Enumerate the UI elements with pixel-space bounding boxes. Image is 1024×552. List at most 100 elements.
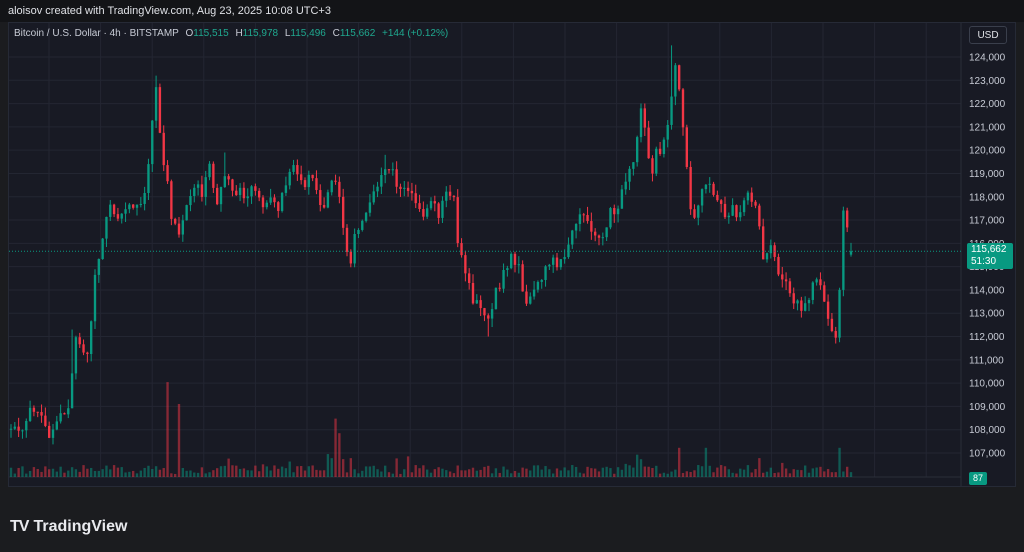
- candle-body: [21, 430, 24, 432]
- volume-bar: [185, 470, 188, 477]
- volume-bar: [750, 472, 753, 477]
- candle-body: [563, 257, 566, 260]
- volume-bar: [147, 465, 150, 477]
- candle-body: [17, 426, 20, 431]
- volume-bar: [28, 470, 32, 477]
- volume-bar: [803, 465, 807, 477]
- candle-body: [406, 187, 410, 191]
- y-tick-label: 118,000: [969, 192, 1005, 203]
- candle-body: [181, 220, 185, 235]
- volume-bar: [593, 468, 597, 477]
- volume-bar: [235, 465, 238, 477]
- candle-body: [162, 132, 165, 166]
- candle-body: [147, 164, 150, 193]
- candle-body: [460, 243, 463, 256]
- volume-bar: [361, 470, 364, 477]
- volume-bar: [609, 468, 612, 477]
- candle-body: [670, 96, 673, 125]
- candle-body: [708, 183, 711, 185]
- candle-body: [280, 192, 284, 211]
- candle-body: [383, 169, 387, 176]
- candle-body: [51, 429, 55, 438]
- volume-bar: [67, 470, 70, 477]
- candle-body: [811, 282, 815, 300]
- candle-body: [86, 352, 89, 355]
- volume-bar: [716, 467, 719, 477]
- volume-bar: [292, 472, 295, 477]
- candle-body: [208, 163, 211, 178]
- candle-body: [105, 216, 108, 239]
- symbol-name: Bitcoin / U.S. Dollar · 4h · BITSTAMP: [14, 28, 179, 39]
- volume-bar: [494, 468, 498, 477]
- volume-bar: [131, 470, 135, 477]
- candle-body: [494, 287, 498, 310]
- volume-bar: [93, 470, 97, 477]
- volume-bar: [815, 467, 818, 477]
- candle-body: [693, 209, 696, 218]
- volume-bar: [128, 471, 131, 477]
- candle-body: [177, 223, 181, 235]
- volume-bar: [689, 471, 692, 477]
- candle-body: [120, 213, 123, 219]
- volume-bar: [231, 465, 234, 477]
- candle-body: [502, 270, 505, 289]
- volume-bar: [277, 468, 280, 477]
- volume-bar: [746, 465, 750, 477]
- volume-bar: [563, 467, 566, 477]
- y-tick-label: 124,000: [969, 53, 1006, 64]
- candle-body: [536, 281, 540, 290]
- volume-bar: [265, 466, 269, 477]
- volume-bar: [212, 470, 215, 477]
- volume-bar: [341, 459, 345, 477]
- volume-bar: [353, 469, 356, 477]
- candle-body: [25, 420, 28, 431]
- price-chart[interactable]: 107,000 108,000 109,000 110,000 111,000 112,0…: [9, 23, 1016, 487]
- volume-bar: [124, 472, 127, 477]
- volume-bar: [246, 470, 249, 477]
- volume-bar: [162, 468, 165, 477]
- candle-body: [9, 428, 13, 430]
- volume-bar: [708, 465, 711, 477]
- y-tick-label: 123,000: [969, 76, 1006, 87]
- volume-bar: [490, 473, 494, 477]
- volume-bar: [784, 468, 788, 477]
- y-tick-label: 117,000: [969, 216, 1005, 227]
- candle-body: [834, 331, 837, 338]
- currency-button[interactable]: USD: [969, 26, 1007, 44]
- volume-bar: [819, 466, 822, 477]
- volume-bar: [166, 382, 169, 477]
- volume-bar: [296, 466, 299, 477]
- candle-body: [93, 274, 97, 322]
- volume-bar: [101, 469, 104, 477]
- volume-bar: [9, 467, 13, 477]
- volume-bar: [509, 473, 513, 477]
- volume-bar: [502, 466, 505, 477]
- candle-body: [765, 253, 769, 260]
- volume-bar: [479, 469, 482, 477]
- volume-bar: [399, 473, 402, 477]
- volume-bar: [307, 466, 311, 477]
- volume-bar: [597, 471, 601, 477]
- candle-body: [716, 194, 719, 201]
- low-label: L: [284, 28, 291, 39]
- candle-body: [674, 65, 677, 97]
- candle-body: [215, 187, 219, 205]
- candle-body: [307, 174, 311, 188]
- volume-bar: [628, 465, 631, 477]
- volume-bar: [208, 472, 211, 477]
- volume-bar: [487, 465, 490, 477]
- volume-bar: [227, 458, 230, 477]
- volume-bar: [781, 462, 784, 477]
- candle-body: [681, 89, 685, 128]
- candle-body: [712, 183, 715, 195]
- candle-body: [154, 87, 158, 121]
- volume-bar: [120, 467, 123, 477]
- y-tick-label: 119,000: [969, 169, 1005, 180]
- volume-bar: [269, 470, 272, 477]
- chart-panel[interactable]: 107,000 108,000 109,000 110,000 111,000 112,0…: [8, 22, 1016, 487]
- volume-bar: [55, 471, 59, 477]
- volume-bar: [40, 471, 43, 477]
- candle-body: [845, 210, 849, 228]
- candle-body: [319, 190, 322, 206]
- volume-bar: [257, 471, 261, 477]
